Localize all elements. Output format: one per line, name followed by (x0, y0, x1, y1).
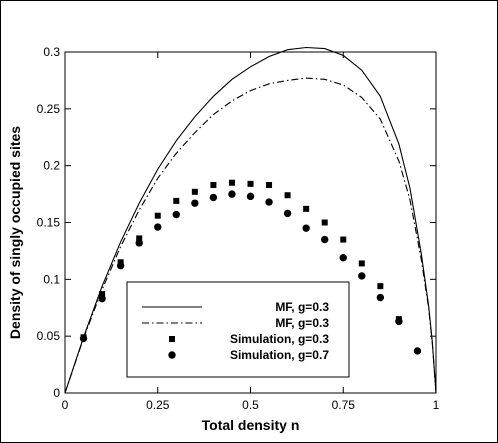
y-tick-label: 0.3 (43, 45, 60, 59)
data-point-circle (339, 254, 347, 262)
data-point-square (99, 291, 106, 298)
y-tick-label: 0 (53, 386, 60, 400)
data-point-circle (395, 317, 403, 326)
data-point-circle (376, 293, 385, 302)
y-axis-label: Density of singly occupied sites (7, 126, 23, 339)
legend-label: MF, g=0.3 (275, 316, 329, 330)
data-point-square (340, 236, 347, 243)
curves-layer (64, 46, 437, 394)
axes-layer: 0 0.25 0.5 0.75 1 0 0.05 0.1 0.15 0.2 0.25 0.3 (37, 45, 440, 412)
y-tick-label: 0.25 (37, 102, 61, 116)
data-point-circle (209, 193, 218, 202)
data-point-circle (191, 199, 199, 207)
data-point-circle (302, 224, 310, 232)
data-point-square (154, 212, 161, 219)
data-point-square (228, 179, 235, 186)
data-point-circle (283, 209, 292, 218)
data-point-circle (98, 294, 106, 303)
data-point-square (377, 283, 384, 290)
data-point-circle (358, 272, 366, 280)
x-tick-label: 0.75 (332, 398, 356, 412)
x-axis-label: Total density n (202, 417, 300, 433)
data-point-square (321, 219, 328, 226)
x-tick-label: 1 (433, 398, 440, 412)
data-point-square (210, 181, 217, 188)
series-line-dash-dot-line (64, 77, 437, 394)
data-point-square (191, 188, 198, 195)
legend-swatch-square (169, 336, 175, 342)
y-tick-label: 0.15 (37, 216, 61, 230)
data-point-circle (154, 223, 162, 231)
legend-label: MF, g=0.3 (275, 300, 329, 314)
data-point-circle (116, 261, 125, 270)
data-point-square (303, 205, 310, 212)
data-point-circle (228, 190, 236, 198)
legend: MF, g=0.3 MF, g=0.3 Simulation, g=0.3 Simul… (126, 281, 350, 378)
data-point-circle (246, 192, 255, 201)
data-point-circle (135, 239, 143, 247)
y-tick-label: 0.2 (43, 159, 60, 173)
x-tick-label: 0.5 (242, 398, 259, 412)
x-tick-label: 0.25 (146, 398, 170, 412)
legend-label: Simulation, g=0.7 (230, 348, 329, 362)
legend-swatch-circle (168, 351, 176, 359)
data-point-square (284, 192, 291, 199)
data-point-square (173, 197, 180, 204)
y-tick-label: 0.1 (43, 272, 60, 286)
y-tick-label: 0.05 (37, 329, 61, 343)
data-point-square (136, 235, 143, 242)
data-point-circle (172, 210, 180, 219)
x-tick-label: 0 (62, 398, 69, 412)
legend-box (126, 281, 350, 378)
markers-layer (79, 179, 422, 355)
data-point-square (247, 180, 254, 187)
data-point-square (358, 260, 365, 267)
legend-label: Simulation, g=0.3 (230, 332, 329, 346)
data-point-circle (265, 198, 273, 206)
data-point-square (266, 181, 273, 188)
data-point-circle (321, 235, 329, 244)
series-line-solid-line (64, 46, 437, 394)
data-point-circle (79, 334, 88, 343)
data-point-circle (413, 347, 422, 355)
